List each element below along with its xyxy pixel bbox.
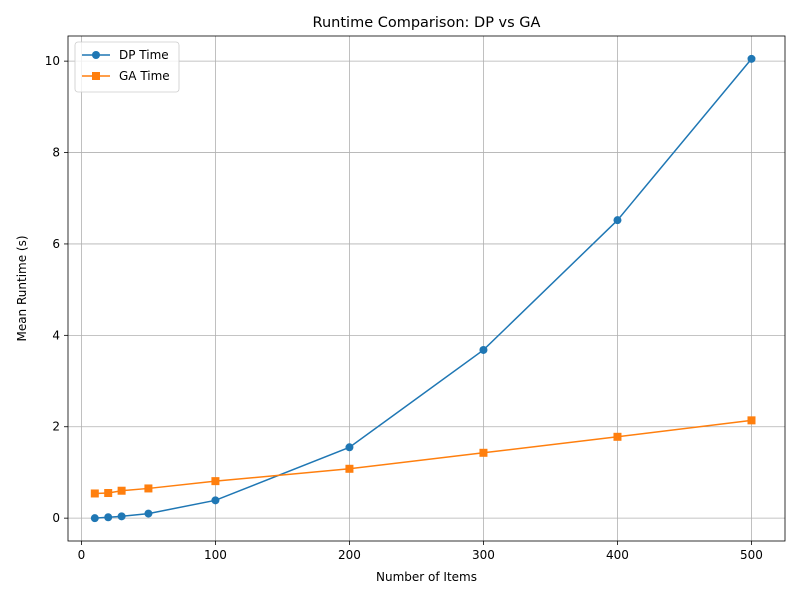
data-point	[747, 416, 756, 425]
series-ga-time	[90, 416, 756, 498]
x-axis-ticks: 0 100 200 300 400 500	[78, 541, 763, 562]
x-tick-label: 200	[338, 548, 361, 562]
chart-title: Runtime Comparison: DP vs GA	[313, 15, 541, 31]
data-point	[90, 489, 99, 498]
x-tick-label: 400	[606, 548, 629, 562]
legend-label: DP Time	[119, 48, 169, 62]
x-axis-label: Number of Items	[376, 570, 477, 584]
grid	[68, 36, 785, 541]
data-point	[117, 486, 126, 495]
y-tick-label: 8	[52, 146, 60, 160]
plot-frame	[67, 35, 786, 542]
legend-marker	[92, 51, 100, 59]
data-point	[104, 513, 113, 522]
data-point	[613, 216, 622, 225]
y-axis-ticks: 0 2 4 6 8 10	[45, 54, 68, 525]
x-tick-label: 300	[472, 548, 495, 562]
data-point	[479, 448, 488, 457]
data-point	[117, 512, 126, 521]
y-axis-label: Mean Runtime (s)	[15, 235, 29, 341]
data-point	[211, 496, 220, 505]
series-layer	[90, 54, 756, 523]
data-point	[479, 345, 488, 354]
x-tick-label: 0	[78, 548, 86, 562]
legend-marker	[92, 72, 100, 80]
data-point	[144, 484, 153, 493]
data-point	[345, 443, 354, 452]
legend: DP Time GA Time	[74, 41, 180, 93]
y-tick-label: 10	[45, 54, 60, 68]
data-point	[144, 509, 153, 518]
data-point	[747, 54, 756, 63]
x-tick-label: 100	[204, 548, 227, 562]
y-tick-label: 2	[52, 420, 60, 434]
data-point	[613, 432, 622, 441]
legend-entry: GA Time	[82, 69, 170, 83]
data-point	[90, 514, 99, 523]
y-tick-label: 6	[52, 237, 60, 251]
data-point	[345, 464, 354, 473]
x-tick-label: 500	[740, 548, 763, 562]
data-point	[104, 489, 113, 498]
y-tick-label: 0	[52, 511, 60, 525]
series-dp-time	[90, 54, 756, 523]
legend-entry: DP Time	[82, 48, 169, 62]
y-tick-label: 4	[52, 328, 60, 342]
legend-items: DP Time GA Time	[82, 48, 170, 83]
legend-label: GA Time	[119, 69, 170, 83]
data-point	[211, 477, 220, 486]
